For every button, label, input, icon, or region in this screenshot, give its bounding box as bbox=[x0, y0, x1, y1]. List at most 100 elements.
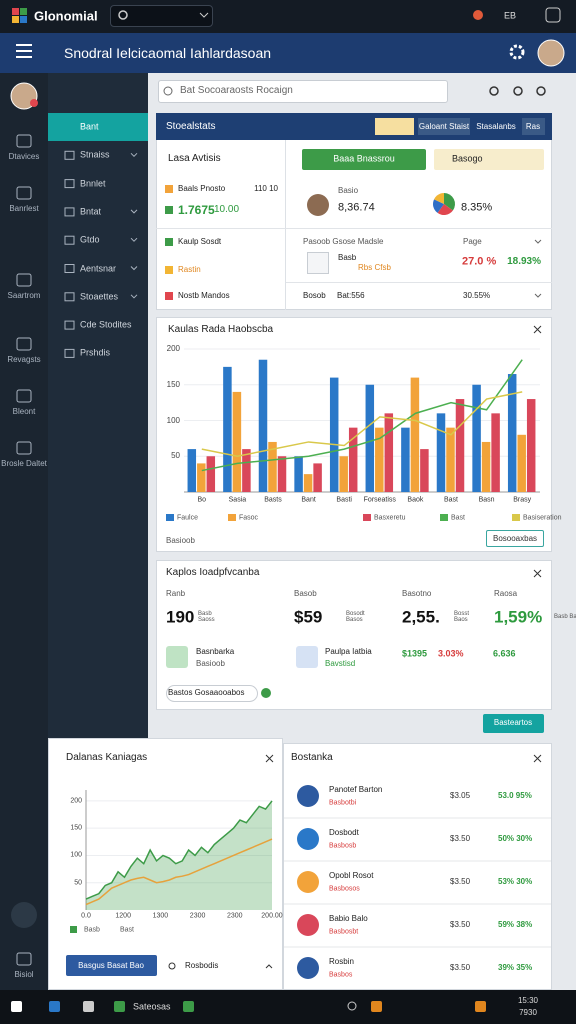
x-tick-label: 2300 bbox=[227, 912, 243, 920]
rail-label: Revagsts bbox=[7, 355, 41, 364]
bar bbox=[481, 441, 491, 492]
row-change: 39% 35% bbox=[498, 963, 533, 972]
y-tick-label: 200 bbox=[70, 797, 82, 805]
radio bbox=[168, 962, 176, 970]
settings-icon bbox=[509, 44, 525, 60]
tab[interactable] bbox=[418, 118, 470, 135]
logo-square bbox=[12, 8, 19, 15]
kpi-value: $59 bbox=[294, 607, 323, 627]
row-icon bbox=[297, 914, 319, 936]
rail-icon bbox=[16, 186, 32, 200]
profile-value: 8,36.74 bbox=[338, 201, 375, 214]
product-sub: Bavstisd bbox=[325, 659, 356, 668]
pie-slice bbox=[433, 199, 444, 213]
divider bbox=[286, 282, 552, 283]
header bbox=[0, 33, 576, 73]
row-icon bbox=[297, 785, 319, 807]
row-sub: Rbs Cfsb bbox=[358, 263, 391, 272]
rail-icon bbox=[16, 273, 32, 287]
pie-slice bbox=[444, 193, 456, 211]
bar bbox=[507, 374, 517, 492]
legend-label: Basb bbox=[84, 926, 100, 934]
row-value: 10.00 bbox=[214, 204, 240, 215]
x-tick-label: Baok bbox=[407, 496, 424, 504]
kpi-label: Basotno bbox=[402, 589, 432, 598]
row-icon bbox=[165, 185, 173, 193]
chart-title: Kaulas Rada Haobscba bbox=[168, 324, 274, 335]
row-name: Opobl Rosot bbox=[329, 871, 374, 880]
kpi-label: Ranb bbox=[166, 589, 186, 598]
search-box[interactable] bbox=[110, 5, 213, 27]
bar bbox=[339, 456, 348, 492]
taskbar-icon bbox=[475, 1001, 486, 1012]
bar bbox=[329, 377, 339, 492]
y-tick-label: 100 bbox=[166, 415, 180, 425]
row-icon bbox=[297, 871, 319, 893]
x-tick-label: Brasy bbox=[513, 496, 532, 504]
tab[interactable] bbox=[522, 118, 545, 135]
nav-icon bbox=[64, 320, 75, 330]
toolbar-icon bbox=[489, 86, 499, 96]
bar bbox=[242, 449, 251, 492]
button[interactable] bbox=[483, 714, 544, 733]
bar bbox=[268, 441, 277, 492]
legend-label: Bast bbox=[120, 926, 135, 934]
kpi-sub: Basb Bast bbox=[554, 614, 576, 620]
page-title: Snodral Ielcicaomal Iahlardasoan bbox=[64, 45, 272, 61]
bar bbox=[277, 456, 287, 492]
panel-title: Bostanka bbox=[291, 752, 333, 763]
y-tick-label: 150 bbox=[166, 379, 180, 389]
bar bbox=[303, 474, 313, 492]
tab-label: Ras bbox=[525, 122, 541, 131]
x-tick-label: Bant bbox=[301, 496, 316, 504]
taskbar-icon bbox=[114, 1001, 125, 1012]
row-name: Babio Balo bbox=[329, 914, 368, 923]
button[interactable] bbox=[302, 149, 426, 170]
menu-icon bbox=[16, 44, 32, 46]
x-tick-label: Basti bbox=[336, 496, 352, 504]
button-label: Basgus Basat Bao bbox=[78, 961, 144, 970]
bar bbox=[526, 399, 536, 492]
row-icon bbox=[297, 957, 319, 979]
x-tick-label: 200.00 bbox=[261, 912, 283, 920]
x-tick-label: Basn bbox=[478, 496, 495, 504]
chevron bbox=[130, 237, 138, 242]
nav-item: Prshdis bbox=[80, 347, 111, 358]
kpi-label: Basob bbox=[294, 589, 317, 598]
nav-item: Bnnlet bbox=[80, 178, 106, 189]
search-bar[interactable] bbox=[158, 80, 448, 103]
line bbox=[85, 800, 273, 900]
logo-square bbox=[20, 8, 27, 15]
chevron bbox=[130, 209, 138, 214]
x-tick-label: 1200 bbox=[115, 912, 131, 920]
rail-icon bbox=[16, 389, 32, 403]
search-icon bbox=[347, 1001, 357, 1011]
button-label: Baaa Bnassrou bbox=[333, 153, 395, 164]
toggle[interactable] bbox=[166, 685, 258, 702]
row-change: 53.0 95% bbox=[498, 791, 532, 800]
avatar bbox=[307, 194, 329, 216]
bar bbox=[294, 456, 303, 492]
button[interactable] bbox=[434, 149, 544, 170]
tab-blank[interactable] bbox=[375, 118, 414, 135]
panel-title: Stoealstats bbox=[166, 121, 216, 132]
row-value: 18.93% bbox=[507, 256, 541, 267]
profile-name: Basio bbox=[338, 186, 359, 195]
row-sub: Basbotbi bbox=[329, 799, 357, 807]
x-tick-label: 2300 bbox=[189, 912, 206, 920]
checkbox[interactable] bbox=[307, 252, 329, 274]
panel-title: Dalanas Kaniagas bbox=[66, 752, 148, 763]
button[interactable] bbox=[486, 530, 544, 547]
bar bbox=[455, 399, 465, 492]
button[interactable] bbox=[66, 955, 157, 976]
option-label: Rosbodis bbox=[185, 961, 219, 970]
row-value: 110 10 bbox=[254, 184, 278, 193]
close-icon bbox=[533, 569, 542, 578]
nav-item: Cde Stodites bbox=[80, 319, 132, 330]
area-panel bbox=[48, 738, 283, 990]
legend-swatch bbox=[228, 514, 236, 521]
bar bbox=[472, 384, 481, 492]
row-amount: $3.50 bbox=[450, 877, 471, 886]
date: 7930 bbox=[519, 1008, 537, 1017]
